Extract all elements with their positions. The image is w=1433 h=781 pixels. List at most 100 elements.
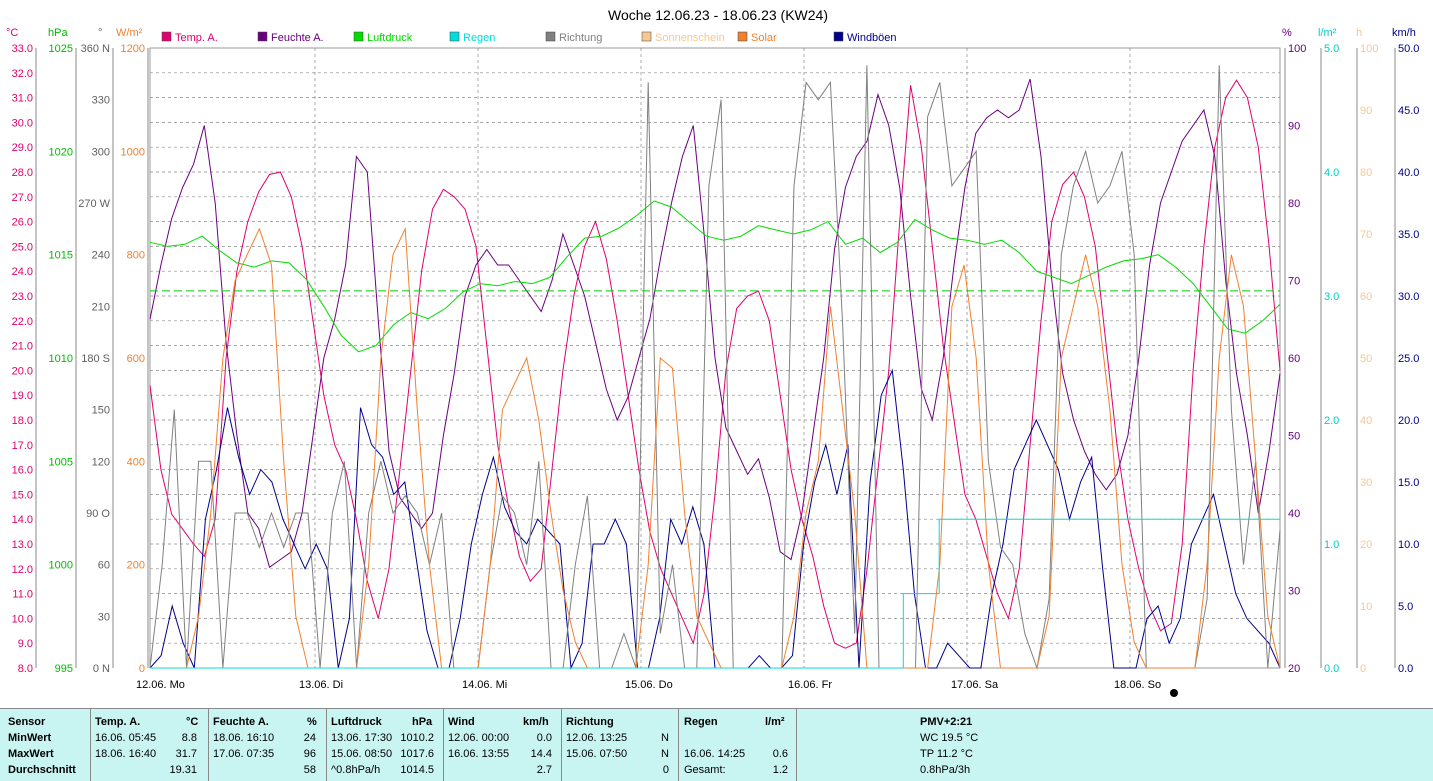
direction-axis-tick: 0 N [93, 663, 110, 675]
table-cell-extra: TP 11.2 °C [920, 748, 973, 760]
sunshine-axis-tick: 10 [1360, 601, 1372, 613]
direction-axis-tick: 30 [98, 611, 110, 623]
solar-axis-tick: 600 [127, 353, 145, 365]
solar-axis-tick: 400 [127, 456, 145, 468]
table-cell-dir_v: 0 [662, 764, 669, 776]
header-rain: Regen [684, 716, 718, 728]
legend-label: Feuchte A. [271, 32, 324, 44]
rain-axis-tick: 4.0 [1324, 167, 1339, 179]
temp-unit-label: °C [6, 27, 18, 39]
pressure-unit-label: hPa [48, 27, 68, 39]
table-cell-dir_t: 15.06. 07:50 [566, 748, 628, 760]
table-cell-rain_t: Gesamt: [684, 764, 726, 776]
rain-axis-tick: 5.0 [1324, 43, 1339, 55]
x-day-label: 13.06. Di [299, 679, 343, 691]
wind-axis-tick: 15.0 [1398, 477, 1419, 489]
temp-axis-tick: 8.0 [18, 663, 33, 675]
temp-axis-tick: 19.0 [12, 390, 33, 402]
sunshine-axis-tick: 70 [1360, 229, 1372, 241]
series-temp-a- [149, 79, 1281, 649]
series-feuchte-a- [149, 78, 1281, 569]
temp-axis-tick: 29.0 [12, 142, 33, 154]
x-day-label: 14.06. Mi [462, 679, 507, 691]
wind-axis-tick: 30.0 [1398, 291, 1419, 303]
legend-swatch [353, 31, 364, 42]
temp-axis-tick: 25.0 [12, 241, 33, 253]
wind-axis-tick: 10.0 [1398, 539, 1419, 551]
legend-swatch [641, 31, 652, 42]
header-temp: Temp. A. [95, 716, 141, 728]
x-day-label: 15.06. Do [625, 679, 673, 691]
direction-axis-tick: 330 [92, 95, 110, 107]
header-temp-unit: °C [186, 716, 199, 728]
rain-axis-tick: 3.0 [1324, 291, 1339, 303]
table-cell-press_v: 1014.5 [400, 764, 434, 776]
temp-axis-tick: 23.0 [12, 291, 33, 303]
x-axis-labels: 12.06. Mo 13.06. Di 14.06. Mi 15.06. Do 16.0… [136, 679, 1178, 697]
direction-axis-tick: 150 [92, 405, 110, 417]
series-luftdruck [149, 200, 1281, 353]
wind-unit-label: km/h [1392, 27, 1416, 39]
time-marker-icon [1170, 689, 1178, 697]
x-day-label: 18.06. So [1114, 679, 1161, 691]
table-cell-extra: WC 19.5 °C [920, 732, 979, 744]
temp-axis-tick: 33.0 [12, 43, 33, 55]
header-hum-unit: % [307, 716, 317, 728]
temp-axis-tick: 30.0 [12, 117, 33, 129]
rain-axis-tick: 0.0 [1324, 663, 1339, 675]
wind-axis-tick: 20.0 [1398, 415, 1419, 427]
table-cell-dir_t: 12.06. 13:25 [566, 732, 628, 744]
pressure-axis-tick: 995 [55, 663, 73, 675]
direction-axis-tick: 120 [92, 456, 110, 468]
temp-axis-tick: 17.0 [12, 440, 33, 452]
direction-unit-label: ° [98, 27, 102, 39]
stats-table: Sensor Temp. A. °C Feuchte A. % Luftdruc… [0, 708, 1433, 781]
table-cell-wind_v: 0.0 [536, 732, 552, 744]
temp-axis-tick: 28.0 [12, 167, 33, 179]
rain-axis-tick: 1.0 [1324, 539, 1339, 551]
solar-axis-tick: 0 [139, 663, 145, 675]
temp-axis-tick: 24.0 [12, 266, 33, 278]
sunshine-axis-tick: 0 [1360, 663, 1366, 675]
direction-axis-tick: 240 [92, 250, 110, 262]
table-cell-dir_v: N [661, 732, 669, 744]
header-dir: Richtung [566, 716, 614, 728]
header-pmv: PMV+2:21 [920, 716, 973, 728]
temp-axis-tick: 15.0 [12, 489, 33, 501]
table-cell-rain_v: 0.6 [772, 748, 788, 760]
table-cell-press_t: ^0.8hPa/h [331, 764, 381, 776]
table-cell-hum_v: 24 [303, 732, 316, 744]
table-cell-rain_t: 16.06. 14:25 [684, 748, 746, 760]
humidity-axis-tick: 100 [1288, 43, 1306, 55]
axes: 33.0 32.0 31.0 30.0 29.0 28.0 27.0 26.0 25.0 24.0… [6, 27, 1419, 675]
legend-swatch [449, 31, 460, 42]
table-cell-dir_v: N [661, 748, 669, 760]
humidity-unit-label: % [1282, 27, 1292, 39]
sunshine-axis-tick: 50 [1360, 353, 1372, 365]
series-richtung [149, 65, 1281, 670]
pressure-axis-tick: 1000 [49, 560, 73, 572]
pressure-axis-tick: 1005 [49, 456, 73, 468]
legend-label: Windböen [847, 32, 897, 44]
table-cell-label: MaxWert [8, 748, 54, 760]
direction-axis-tick: 90 O [86, 508, 110, 520]
legend: Temp. A. Feuchte A. Luftdruck Regen Richtung… [161, 31, 897, 44]
temp-axis-tick: 14.0 [12, 514, 33, 526]
rain-axis-tick: 2.0 [1324, 415, 1339, 427]
direction-axis-tick: 210 [92, 301, 110, 313]
table-cell-wind_v: 2.7 [536, 764, 552, 776]
humidity-axis-tick: 30 [1288, 586, 1300, 598]
temp-axis-tick: 21.0 [12, 341, 33, 353]
solar-axis-tick: 1200 [121, 43, 145, 55]
pressure-axis-tick: 1020 [49, 146, 73, 158]
table-cell-temp_t: 16.06. 05:45 [95, 732, 157, 744]
header-wind-unit: km/h [523, 716, 549, 728]
humidity-axis-tick: 70 [1288, 276, 1300, 288]
sunshine-axis-tick: 40 [1360, 415, 1372, 427]
wind-axis-tick: 5.0 [1398, 601, 1413, 613]
header-wind: Wind [448, 716, 475, 728]
table-cell-temp_v: 8.8 [181, 732, 197, 744]
header-hum: Feuchte A. [213, 716, 269, 728]
header-press: Luftdruck [331, 716, 382, 728]
solar-axis-tick: 800 [127, 250, 145, 262]
